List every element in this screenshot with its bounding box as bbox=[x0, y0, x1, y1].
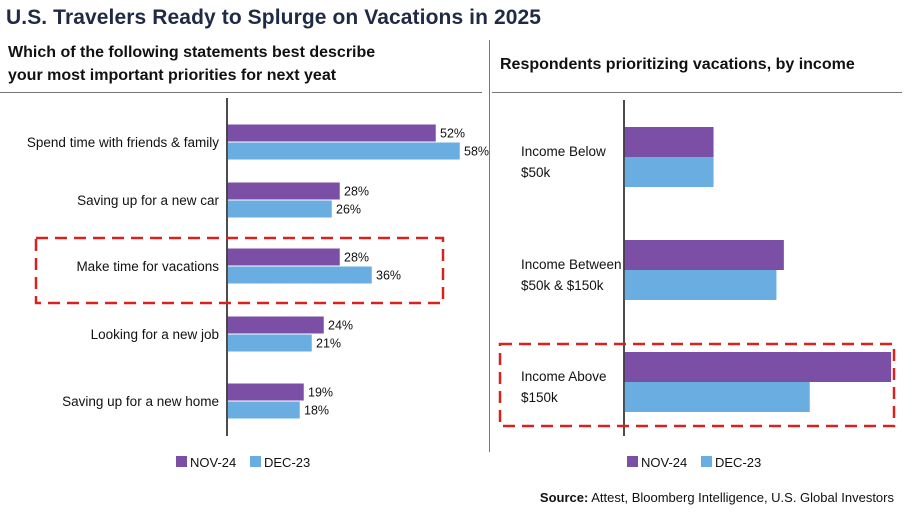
bar-dec23 bbox=[227, 200, 332, 218]
category-label: Looking for a new job bbox=[91, 327, 219, 342]
legend-swatch-dec23 bbox=[701, 456, 712, 467]
highlight-box bbox=[498, 342, 896, 428]
bar-nov24 bbox=[624, 127, 714, 157]
category-label: $50k & $150k bbox=[521, 278, 604, 293]
legend-label-dec23: DEC-23 bbox=[264, 455, 310, 470]
data-label: 19% bbox=[308, 386, 333, 400]
legend-swatch-nov24 bbox=[176, 456, 187, 467]
data-label: 24% bbox=[328, 319, 353, 333]
data-label: 21% bbox=[316, 337, 341, 351]
category-label: $150k bbox=[521, 390, 558, 405]
right-panel-title: Respondents prioritizing vacations, by i… bbox=[500, 56, 855, 73]
bar-dec23 bbox=[227, 401, 300, 419]
data-label: 52% bbox=[440, 127, 465, 141]
source-text: Attest, Bloomberg Intelligence, U.S. Glo… bbox=[591, 490, 894, 505]
bar-dec23 bbox=[624, 157, 714, 187]
legend-swatch-dec23 bbox=[250, 456, 261, 467]
legend-label-nov24: NOV-24 bbox=[641, 455, 687, 470]
legend-swatch-nov24 bbox=[627, 456, 638, 467]
bar-nov24 bbox=[624, 240, 784, 270]
chart-title: U.S. Travelers Ready to Splurge on Vacat… bbox=[6, 6, 542, 29]
category-label: $50k bbox=[521, 165, 551, 180]
data-label: 28% bbox=[344, 185, 369, 199]
category-label: Make time for vacations bbox=[76, 259, 219, 274]
source-label: Source: bbox=[539, 490, 589, 505]
header-divider bbox=[0, 92, 482, 93]
category-label: Income Above bbox=[521, 369, 607, 384]
legend-label-dec23: DEC-23 bbox=[715, 455, 761, 470]
bar-nov24 bbox=[227, 383, 304, 401]
header-divider bbox=[492, 92, 902, 93]
highlight-box bbox=[34, 236, 445, 305]
bar-nov24 bbox=[227, 248, 340, 266]
category-label: Income Below bbox=[521, 144, 606, 159]
bar-nov24 bbox=[624, 352, 892, 382]
bar-dec23 bbox=[624, 270, 777, 300]
bar-dec23 bbox=[227, 266, 372, 284]
category-label: Income Between bbox=[521, 257, 622, 272]
bar-nov24 bbox=[227, 182, 340, 200]
bar-dec23 bbox=[227, 334, 312, 352]
source-note: Source: Attest, Bloomberg Intelligence, … bbox=[540, 490, 894, 505]
data-label: 26% bbox=[336, 203, 361, 217]
left-panel-title-line-1: Which of the following statements best d… bbox=[8, 44, 376, 61]
data-label: 18% bbox=[304, 404, 329, 418]
bar-dec23 bbox=[624, 382, 810, 412]
data-label: 28% bbox=[344, 251, 369, 265]
bar-dec23 bbox=[227, 142, 460, 160]
data-label: 36% bbox=[376, 269, 401, 283]
panel-divider bbox=[489, 40, 490, 452]
data-label: 58% bbox=[464, 145, 489, 159]
category-label: Spend time with friends & family bbox=[27, 135, 219, 150]
bar-nov24 bbox=[227, 124, 436, 142]
left-panel-title-line-2: your most important priorities for next … bbox=[8, 67, 337, 84]
category-label: Saving up for a new car bbox=[77, 193, 219, 208]
legend-label-nov24: NOV-24 bbox=[190, 455, 236, 470]
category-label: Saving up for a new home bbox=[62, 394, 219, 409]
bar-nov24 bbox=[227, 316, 324, 334]
